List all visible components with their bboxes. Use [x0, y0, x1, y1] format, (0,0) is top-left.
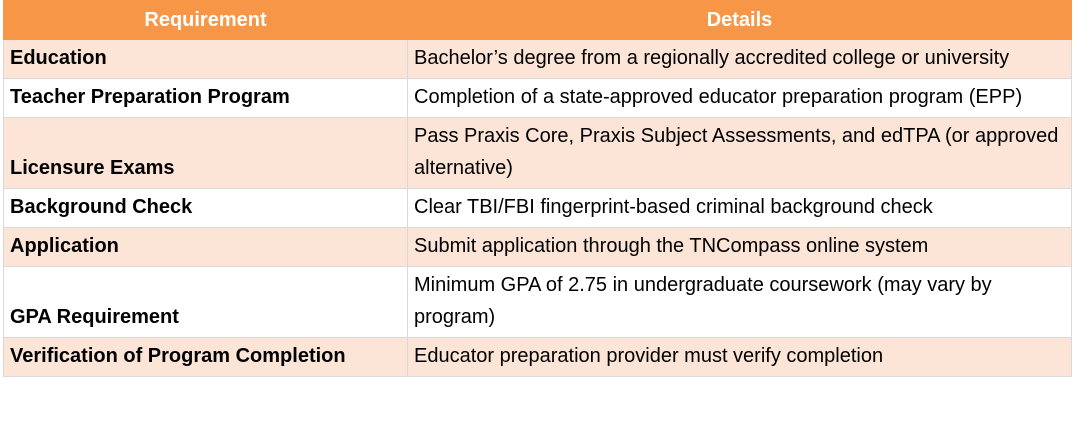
table-row: Application Submit application through th… [3, 227, 1072, 267]
table-row: Verification of Program Completion Educat… [3, 337, 1072, 377]
table-body: Education Bachelor’s degree from a region… [3, 39, 1072, 377]
requirement-cell: Education [3, 39, 408, 79]
details-cell: Minimum GPA of 2.75 in undergraduate cou… [407, 266, 1072, 338]
header-cell: Requirement [3, 0, 408, 40]
table-row: GPA Requirement Minimum GPA of 2.75 in un… [3, 266, 1072, 338]
table-row: Background Check Clear TBI/FBI fingerprin… [3, 188, 1072, 228]
header-row: Requirement Details [3, 0, 1072, 40]
header-cell: Details [407, 0, 1072, 40]
details-cell: Submit application through the TNCompass… [407, 227, 1072, 267]
requirement-cell: Licensure Exams [3, 117, 408, 189]
requirement-cell: Verification of Program Completion [3, 337, 408, 377]
requirement-cell: Teacher Preparation Program [3, 78, 408, 118]
table-row: Education Bachelor’s degree from a region… [3, 39, 1072, 79]
details-cell: Pass Praxis Core, Praxis Subject Assessm… [407, 117, 1072, 189]
table-row: Teacher Preparation Program Completion of… [3, 78, 1072, 118]
table-row: Licensure Exams Pass Praxis Core, Praxis … [3, 117, 1072, 189]
details-cell: Bachelor’s degree from a regionally accr… [407, 39, 1072, 79]
details-cell: Clear TBI/FBI fingerprint-based criminal… [407, 188, 1072, 228]
requirements-table: Requirement Details Education Bachelor’s … [3, 0, 1072, 377]
details-cell: Educator preparation provider must verif… [407, 337, 1072, 377]
requirement-cell: GPA Requirement [3, 266, 408, 338]
details-cell: Completion of a state-approved educator … [407, 78, 1072, 118]
table-header: Requirement Details [3, 0, 1072, 40]
requirement-cell: Background Check [3, 188, 408, 228]
requirement-cell: Application [3, 227, 408, 267]
